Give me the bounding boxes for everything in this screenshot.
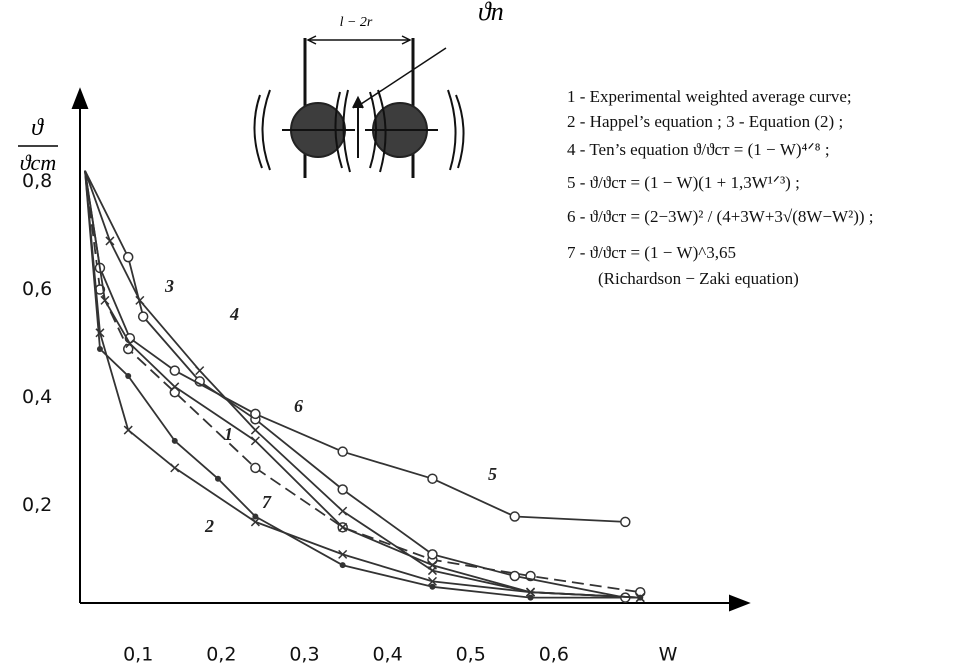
marker <box>135 295 145 305</box>
marker <box>620 516 631 528</box>
marker <box>509 570 520 582</box>
marker <box>509 511 520 522</box>
curve-label: 4 <box>229 304 239 324</box>
marker <box>338 522 348 532</box>
curve-label: 2 <box>204 516 214 536</box>
marker <box>250 425 260 435</box>
marker <box>95 328 105 338</box>
legend-note: 4 - Ten’s equation ϑ/ϑст = (1 − W)⁴ᐟ⁸ ; <box>567 140 830 159</box>
marker <box>427 473 438 484</box>
legend-note: (Richardson − Zaki equation) <box>598 269 799 288</box>
curve-label: 1 <box>224 424 233 444</box>
marker <box>122 251 134 263</box>
legend-note: 6 - ϑ/ϑст = (2−3W)² / (4+3W+3√(8W−W²)) ; <box>567 207 874 226</box>
marker <box>338 506 348 516</box>
legend-note: 2 - Happel’s equation ; 3 - Equation (2)… <box>567 112 843 131</box>
marker <box>635 593 645 603</box>
marker <box>123 425 133 435</box>
marker <box>250 408 261 420</box>
marker <box>125 339 135 349</box>
marker <box>429 583 436 590</box>
y-tick-label: 0,8 <box>22 170 52 192</box>
legend-note: 7 - ϑ/ϑст = (1 − W)^3,65 <box>567 243 736 262</box>
curve-label: 3 <box>164 276 174 296</box>
marker <box>527 594 534 601</box>
gap-label: l − 2r <box>340 15 373 30</box>
marker <box>170 382 180 392</box>
marker <box>250 462 261 474</box>
marker <box>137 311 149 322</box>
marker <box>338 549 348 559</box>
marker <box>214 475 221 482</box>
marker <box>337 484 348 495</box>
marker <box>170 463 180 473</box>
marker <box>337 446 348 457</box>
marker <box>195 366 205 376</box>
marker <box>169 365 181 376</box>
marker <box>250 436 260 446</box>
legend-note: 5 - ϑ/ϑст = (1 − W)(1 + 1,3W¹ᐟ³) ; <box>567 173 800 192</box>
x-tick-label: 0,6 <box>539 644 569 666</box>
y-label-numerator: ϑ <box>31 115 44 141</box>
x-tick-label: 0,5 <box>456 644 486 666</box>
marker <box>427 576 437 586</box>
marker <box>250 517 260 527</box>
x-label: W <box>659 644 678 666</box>
marker <box>526 587 536 597</box>
legend-note: 1 - Experimental weighted average curve; <box>567 87 852 106</box>
velocity-label: ϑп <box>478 0 504 26</box>
x-tick-label: 0,3 <box>289 644 319 666</box>
curve-label: 5 <box>488 464 497 484</box>
particle-diagram <box>253 35 465 178</box>
y-tick-label: 0,4 <box>22 386 52 408</box>
x-tick-label: 0,4 <box>372 644 402 666</box>
curve <box>84 170 641 599</box>
marker <box>427 560 437 570</box>
marker <box>105 236 115 246</box>
marker <box>252 513 259 520</box>
y-label-denominator: ϑст <box>20 150 56 175</box>
x-tick-label: 0,1 <box>123 644 153 666</box>
marker <box>100 295 110 305</box>
marker <box>125 373 132 380</box>
marker <box>427 549 438 560</box>
curve-label: 7 <box>262 492 272 512</box>
x-tick-label: 0,2 <box>206 644 236 666</box>
axes <box>71 87 751 612</box>
curve-label: 6 <box>294 396 303 416</box>
marker <box>171 437 178 444</box>
y-tick-label: 0,6 <box>22 278 52 300</box>
marker <box>96 346 103 352</box>
marker <box>339 562 346 569</box>
y-tick-label: 0,2 <box>22 494 52 516</box>
